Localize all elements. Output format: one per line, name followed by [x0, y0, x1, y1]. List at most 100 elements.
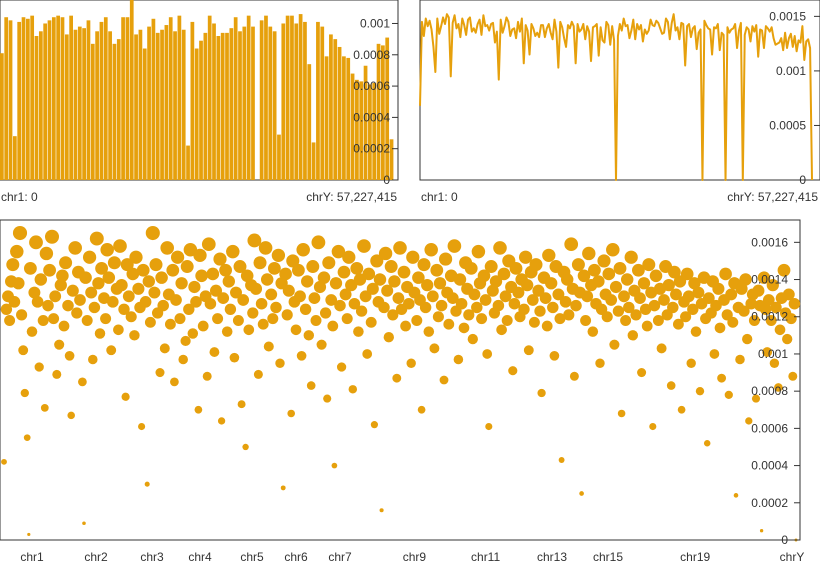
scatter-point	[463, 309, 475, 321]
scatter-point	[66, 284, 79, 297]
scatter-point	[267, 261, 281, 275]
scatter-point	[348, 297, 361, 310]
scatter-point	[392, 292, 405, 305]
scatter-point	[624, 250, 638, 264]
scatter-point	[201, 237, 216, 252]
scatter-point	[613, 261, 627, 275]
bar	[363, 65, 368, 180]
scatter-point	[138, 422, 146, 431]
bar	[138, 29, 143, 180]
scatter-point	[443, 318, 455, 330]
scatter-point	[170, 294, 182, 306]
y-tick-label: 0.001	[360, 16, 390, 30]
scatter-point	[49, 290, 62, 303]
scatter-point	[107, 256, 121, 270]
scatter-point	[27, 532, 31, 537]
scatter-point	[649, 269, 663, 283]
bar	[251, 26, 255, 180]
bar	[385, 37, 390, 180]
scatter-point	[406, 358, 416, 368]
y-tick-label: 0	[383, 173, 390, 187]
bar	[103, 17, 108, 180]
scatter-point	[180, 335, 191, 347]
bar	[359, 81, 364, 180]
scatter-point	[68, 241, 82, 255]
scatter-point	[125, 311, 137, 323]
line-y-axis: 0 0.0005 0.001 0.0015	[769, 9, 820, 187]
scatter-point	[193, 248, 207, 263]
y-tick-label: 0.0002	[353, 142, 390, 156]
scatter-point	[762, 294, 775, 306]
scatter-point	[37, 314, 49, 326]
scatter-point	[310, 314, 322, 326]
bar	[25, 18, 30, 181]
line-series	[419, 13, 813, 181]
scatter-point	[0, 303, 13, 315]
scatter-point	[121, 392, 130, 401]
scatter-point	[71, 307, 83, 319]
scatter-point	[100, 313, 112, 325]
scatter-point	[195, 269, 208, 283]
bar	[125, 17, 130, 180]
scatter-point	[435, 299, 448, 312]
scatter-point	[680, 311, 692, 323]
bar	[12, 136, 17, 180]
scatter-point	[642, 258, 656, 272]
x-tick-label: chr15	[593, 550, 623, 564]
y-tick-label: 0.0002	[751, 496, 788, 510]
scatter-point	[74, 294, 86, 306]
scatter-point	[43, 263, 56, 277]
x-tick-label: chr2	[84, 550, 108, 564]
scatter-point	[609, 280, 623, 294]
scatter-point	[714, 322, 726, 334]
scatter-point	[6, 258, 20, 272]
scatter-point	[174, 313, 186, 325]
bar	[69, 15, 73, 181]
scatter-point	[521, 279, 534, 292]
scatter-point	[281, 309, 293, 321]
x-tick-label: chr3	[140, 550, 164, 564]
scatter-point	[82, 521, 86, 526]
bar	[350, 73, 355, 180]
scatter-point	[217, 417, 226, 425]
scatter-point	[313, 280, 327, 294]
y-tick-label: 0.0015	[769, 9, 806, 23]
scatter-point	[725, 288, 738, 301]
scatter-point	[742, 333, 753, 345]
bar	[134, 34, 138, 181]
bar	[285, 15, 290, 181]
scatter-point	[512, 286, 525, 299]
bar	[168, 17, 173, 180]
scatter-point	[719, 267, 732, 281]
scatter-point	[16, 309, 28, 321]
scatter-point	[353, 326, 364, 337]
scatter-point	[485, 422, 493, 431]
scatter-point	[439, 252, 453, 266]
line-x-end-label: chrY: 57,227,415	[727, 190, 818, 204]
bar	[376, 43, 381, 180]
scatter-point	[497, 267, 511, 281]
bar	[320, 26, 325, 180]
scatter-point	[403, 297, 415, 310]
scatter-point	[209, 284, 223, 297]
scatter-point	[336, 362, 347, 372]
scatter-point	[206, 267, 220, 281]
scatter-point	[458, 322, 470, 334]
y-tick-label: 0.0006	[751, 421, 788, 435]
scatter-point	[579, 491, 584, 496]
bar	[342, 56, 346, 180]
scatter-point	[370, 254, 384, 268]
scatter-point	[226, 244, 240, 259]
scatter-point	[724, 390, 733, 400]
scatter-point	[745, 297, 757, 310]
bar	[311, 142, 316, 180]
scatter-point	[476, 313, 488, 325]
scatter-point	[447, 239, 462, 253]
x-tick-label: chrY	[780, 550, 805, 564]
scatter-point	[249, 282, 263, 295]
scatter-point	[712, 282, 725, 295]
bar	[259, 20, 264, 180]
scatter-point	[331, 244, 346, 259]
scatter-point	[48, 313, 60, 325]
